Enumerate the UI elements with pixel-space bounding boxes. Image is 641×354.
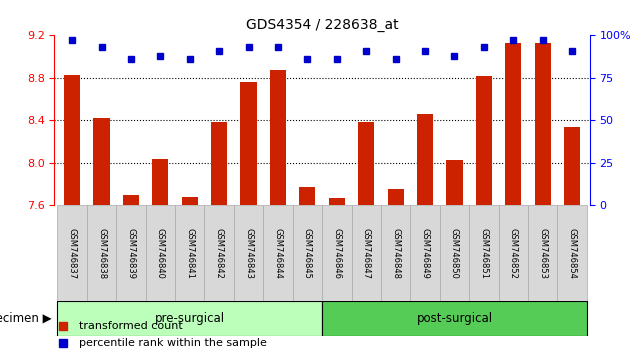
Bar	[211, 122, 228, 205]
Text: GSM746843: GSM746843	[244, 228, 253, 279]
Bar	[181, 197, 198, 205]
Bar	[505, 43, 521, 205]
Bar	[58, 301, 322, 336]
Text: transformed count: transformed count	[79, 321, 182, 331]
Bar	[64, 75, 80, 205]
Text: GSM746851: GSM746851	[479, 228, 488, 279]
Text: GSM746849: GSM746849	[420, 228, 429, 279]
Bar	[322, 205, 351, 301]
Bar	[440, 205, 469, 301]
Bar	[410, 205, 440, 301]
Bar	[528, 205, 558, 301]
Bar	[564, 127, 580, 205]
Text: post-surgical: post-surgical	[417, 312, 492, 325]
Bar	[240, 82, 256, 205]
Bar	[558, 205, 587, 301]
Bar	[153, 159, 169, 205]
Bar	[299, 187, 315, 205]
Text: GSM746837: GSM746837	[68, 228, 77, 279]
Bar	[499, 205, 528, 301]
Text: GSM746853: GSM746853	[538, 228, 547, 279]
Bar	[146, 205, 175, 301]
Text: pre-surgical: pre-surgical	[154, 312, 225, 325]
Bar	[116, 205, 146, 301]
Text: percentile rank within the sample: percentile rank within the sample	[79, 338, 267, 348]
Text: GSM746842: GSM746842	[215, 228, 224, 279]
Text: GSM746845: GSM746845	[303, 228, 312, 279]
Bar	[234, 205, 263, 301]
Bar	[87, 205, 116, 301]
Text: GSM746839: GSM746839	[126, 228, 135, 279]
Text: GSM746847: GSM746847	[362, 228, 370, 279]
Bar	[388, 189, 404, 205]
Bar	[358, 122, 374, 205]
Text: GSM746841: GSM746841	[185, 228, 194, 279]
Bar	[263, 205, 293, 301]
Bar	[94, 118, 110, 205]
Bar	[204, 205, 234, 301]
Bar	[293, 205, 322, 301]
Text: GSM746848: GSM746848	[391, 228, 400, 279]
Bar	[535, 43, 551, 205]
Bar	[351, 205, 381, 301]
Bar	[175, 205, 204, 301]
Bar	[469, 205, 499, 301]
Bar	[58, 205, 87, 301]
Text: GSM746838: GSM746838	[97, 228, 106, 279]
Text: specimen ▶: specimen ▶	[0, 312, 51, 325]
Text: GSM746852: GSM746852	[509, 228, 518, 279]
Bar	[270, 70, 286, 205]
Text: GSM746850: GSM746850	[450, 228, 459, 279]
Title: GDS4354 / 228638_at: GDS4354 / 228638_at	[246, 18, 399, 32]
Text: GSM746840: GSM746840	[156, 228, 165, 279]
Bar	[417, 114, 433, 205]
Bar	[476, 76, 492, 205]
Bar	[123, 195, 139, 205]
Bar	[329, 198, 345, 205]
Bar	[446, 160, 463, 205]
Text: GSM746846: GSM746846	[332, 228, 341, 279]
Text: GSM746844: GSM746844	[274, 228, 283, 279]
Bar	[381, 205, 410, 301]
Bar	[322, 301, 587, 336]
Text: GSM746854: GSM746854	[567, 228, 576, 279]
